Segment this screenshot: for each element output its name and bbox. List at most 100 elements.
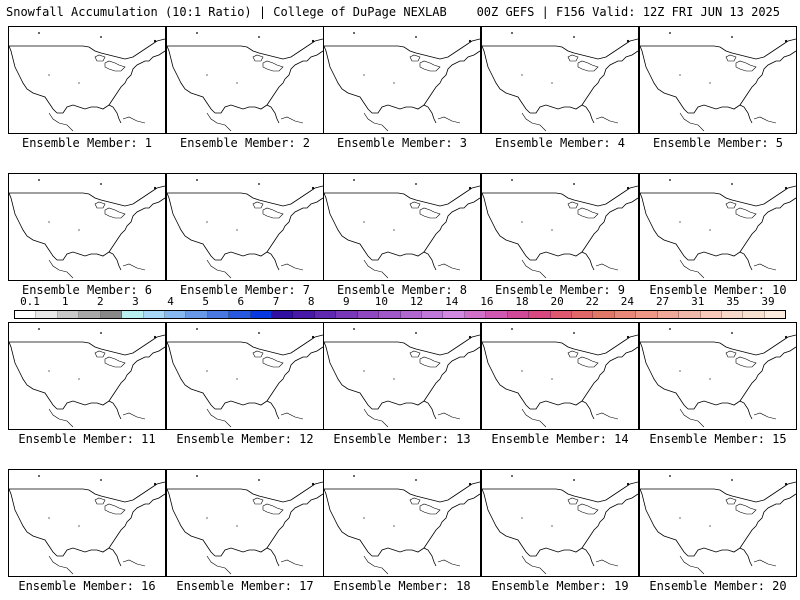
ensemble-map-panel (8, 322, 166, 430)
colorbar-swatch (571, 311, 594, 318)
ensemble-map-panel (166, 322, 324, 430)
colorbar-swatch (100, 311, 123, 318)
ensemble-map-panel (481, 469, 639, 577)
colorbar-swatch (657, 311, 680, 318)
ensemble-member-label: Ensemble Member: 12 (176, 432, 314, 446)
ensemble-map-panel (481, 173, 639, 281)
colorbar-tick-label: 4 (167, 295, 174, 308)
colorbar-tick-label: 10 (374, 295, 389, 308)
ensemble-member-label: Ensemble Member: 17 (176, 579, 314, 593)
ensemble-map-panel (166, 26, 324, 134)
ensemble-map-panel (166, 173, 324, 281)
colorbar-tick-label: 24 (620, 295, 635, 308)
colorbar-tick-label: 18 (515, 295, 529, 308)
ensemble-map-panel (323, 322, 481, 430)
colorbar-tick-label: 8 (307, 295, 315, 308)
colorbar-tick-label: 1 (61, 295, 69, 308)
ensemble-map-panel (639, 322, 797, 430)
colorbar-tick-label: 14 (445, 295, 459, 308)
ensemble-member-label: Ensemble Member: 16 (18, 579, 156, 593)
colorbar-swatch (529, 311, 551, 318)
colorbar-tick-label: 35 (726, 295, 740, 308)
ensemble-member-label: Ensemble Member: 1 (21, 136, 153, 150)
ensemble-member-label: Ensemble Member: 11 (18, 432, 156, 446)
ensemble-map-panel (639, 469, 797, 577)
ensemble-member-label: Ensemble Member: 8 (336, 283, 468, 297)
colorbar-swatch (464, 311, 487, 318)
colorbar-swatch (293, 311, 315, 318)
colorbar-tick-label: 6 (237, 295, 245, 308)
ensemble-member-label: Ensemble Member: 13 (333, 432, 471, 446)
colorbar-swatch (250, 311, 273, 318)
colorbar-swatch (36, 311, 58, 318)
colorbar-swatch (229, 311, 251, 318)
ensemble-map-panel (481, 322, 639, 430)
colorbar-swatch (314, 311, 337, 318)
colorbar-swatch (636, 311, 658, 318)
colorbar-swatch (700, 311, 722, 318)
ensemble-map-panel (323, 26, 481, 134)
ensemble-member-label: Ensemble Member: 15 (649, 432, 787, 446)
ensemble-member-label: Ensemble Member: 19 (491, 579, 629, 593)
run-info: 00Z GEFS | F156 Valid: 12Z FRI JUN 13 20… (476, 5, 780, 19)
colorbar-swatch (379, 311, 401, 318)
ensemble-map-panel (481, 26, 639, 134)
colorbar-tick-label: 7 (272, 295, 280, 308)
ensemble-map-panel (323, 469, 481, 577)
colorbar-swatch (507, 311, 530, 318)
colorbar-tick-label: 0.1 (20, 295, 40, 308)
colorbar-tick-label: 31 (691, 295, 705, 308)
colorbar-swatch (143, 311, 165, 318)
colorbar-swatch (207, 311, 230, 318)
colorbar-swatch (743, 311, 765, 318)
colorbar-tick-label: 39 (761, 295, 775, 308)
colorbar-swatch (443, 311, 465, 318)
colorbar-swatch (122, 311, 144, 318)
ensemble-member-label: Ensemble Member: 18 (333, 579, 471, 593)
colorbar-swatch (550, 311, 572, 318)
ensemble-map-panel (323, 173, 481, 281)
colorbar-swatch (57, 311, 80, 318)
ensemble-member-label: Ensemble Member: 10 (649, 283, 787, 297)
colorbar-tick-label: 20 (550, 295, 564, 308)
header: Snowfall Accumulation (10:1 Ratio) | Col… (0, 0, 800, 24)
ensemble-map-panel (639, 173, 797, 281)
ensemble-member-label: Ensemble Member: 4 (494, 136, 626, 150)
ensemble-member-label: Ensemble Member: 2 (179, 136, 311, 150)
colorbar-swatch (186, 311, 208, 318)
colorbar-swatch (422, 311, 444, 318)
colorbar-tick-label: 12 (409, 295, 424, 308)
colorbar-swatch (79, 311, 101, 318)
colorbar-swatch (164, 311, 187, 318)
colorbar-tick-label: 5 (202, 295, 210, 308)
colorbar-tick-label: 27 (655, 295, 670, 308)
ensemble-member-label: Ensemble Member: 14 (491, 432, 629, 446)
ensemble-map-panel (8, 469, 166, 577)
colorbar-swatch (357, 311, 380, 318)
colorbar-swatch (721, 311, 744, 318)
colorbar-swatch (486, 311, 508, 318)
ensemble-member-label: Ensemble Member: 20 (649, 579, 787, 593)
ensemble-map-panel (166, 469, 324, 577)
colorbar-swatch (679, 311, 701, 318)
colorbar-tick-label: 3 (132, 295, 139, 308)
ensemble-map-panel (8, 26, 166, 134)
ensemble-map-panel (8, 173, 166, 281)
ensemble-member-label: Ensemble Member: 6 (21, 283, 153, 297)
ensemble-member-label: Ensemble Member: 9 (494, 283, 626, 297)
colorbar-tick-label: 16 (480, 295, 494, 308)
colorbar-tick-label: 22 (585, 295, 599, 308)
colorbar-swatch (400, 311, 423, 318)
colorbar (14, 310, 786, 319)
colorbar-swatch (593, 311, 615, 318)
ensemble-member-label: Ensemble Member: 7 (179, 283, 311, 297)
colorbar-tick-label: 2 (96, 295, 104, 308)
colorbar-swatch (336, 311, 358, 318)
ensemble-member-label: Ensemble Member: 5 (652, 136, 784, 150)
ensemble-map-panel (639, 26, 797, 134)
colorbar-tick-label: 9 (342, 295, 350, 308)
colorbar-swatch (614, 311, 637, 318)
ensemble-member-label: Ensemble Member: 3 (336, 136, 468, 150)
colorbar-swatch (272, 311, 294, 318)
page-title: Snowfall Accumulation (10:1 Ratio) | Col… (6, 5, 447, 19)
